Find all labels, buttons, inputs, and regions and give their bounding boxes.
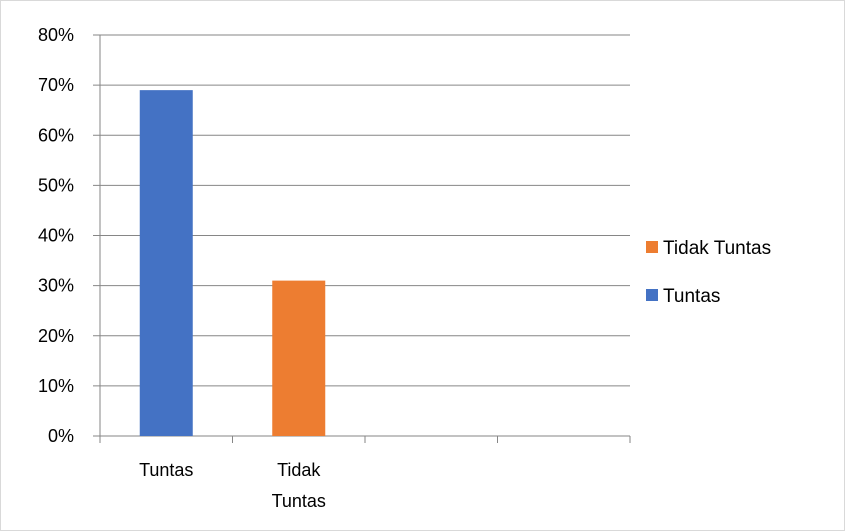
- y-tick-label: 0%: [48, 426, 74, 446]
- x-axis-tick-labels: Tuntas Tidak Tuntas: [139, 460, 326, 511]
- y-tick-label: 20%: [38, 326, 74, 346]
- bar-tuntas: [139, 90, 193, 436]
- legend: Tidak Tuntas Tuntas: [646, 238, 771, 307]
- x-tick-label: Tidak: [277, 460, 321, 480]
- y-tick-label: 80%: [38, 25, 74, 45]
- x-tick-label: Tuntas: [272, 491, 326, 511]
- y-tick-label: 40%: [38, 226, 74, 246]
- x-tick-label: Tuntas: [139, 460, 193, 480]
- legend-label: Tidak Tuntas: [663, 238, 771, 259]
- legend-label: Tuntas: [663, 286, 720, 307]
- y-tick-label: 70%: [38, 75, 74, 95]
- bar-tidak-tuntas: [272, 280, 326, 436]
- y-tick-label: 10%: [38, 376, 74, 396]
- y-tick-label: 60%: [38, 125, 74, 145]
- y-tick-label: 50%: [38, 175, 74, 195]
- legend-swatch: [646, 289, 658, 301]
- bars: [139, 90, 326, 436]
- y-tick-label: 30%: [38, 276, 74, 296]
- axes: [93, 34, 631, 443]
- y-axis-tick-labels: 0% 10% 20% 30% 40% 50% 60% 70% 80%: [38, 25, 74, 446]
- legend-swatch: [646, 241, 658, 253]
